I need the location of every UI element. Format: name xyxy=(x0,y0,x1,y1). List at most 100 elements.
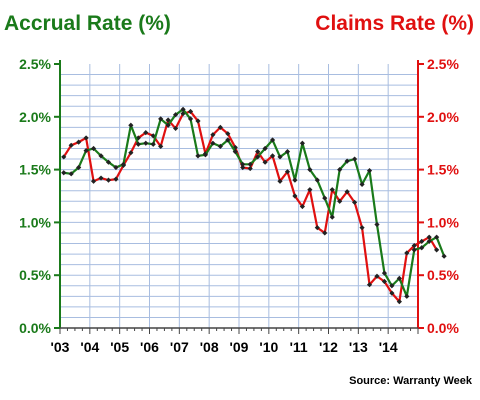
claims-rate-point xyxy=(61,154,67,160)
accrual-rate-point xyxy=(61,170,67,176)
left-axis-title: Accrual Rate (%) xyxy=(4,12,171,35)
claims-rate-point xyxy=(105,177,112,183)
claims-rate-point xyxy=(314,225,320,231)
claims-rate-point xyxy=(389,290,395,296)
left-y-tick-label: 2.5% xyxy=(19,56,51,72)
claims-rate-point xyxy=(426,234,432,240)
accrual-rate-point xyxy=(329,214,335,220)
accrual-rate-point xyxy=(83,147,89,154)
left-y-tick-label: 2.0% xyxy=(19,109,51,125)
accrual-rate-point xyxy=(255,154,261,160)
accrual-rate-point xyxy=(344,158,350,164)
claims-rate-point xyxy=(165,117,171,123)
claims-rate-point xyxy=(292,193,298,199)
claims-rate-point xyxy=(344,189,350,195)
claims-rate-point xyxy=(352,199,358,205)
right-axis-title: Claims Rate (%) xyxy=(315,12,474,35)
accrual-rate-point xyxy=(396,275,402,281)
accrual-rate-point xyxy=(165,122,171,128)
claims-rate-point xyxy=(269,153,276,159)
claims-rate-point xyxy=(225,131,231,137)
x-tick-label: '09 xyxy=(230,339,249,355)
x-tick-label: '14 xyxy=(379,339,398,355)
accrual-rate-point xyxy=(426,238,432,245)
accrual-rate-point xyxy=(284,149,291,155)
right-y-tick-label: 1.0% xyxy=(427,214,459,230)
claims-rate-point xyxy=(419,238,425,245)
claims-rate-point xyxy=(217,124,223,130)
claims-rate-point xyxy=(76,139,82,145)
accrual-rate-point xyxy=(359,181,365,187)
accrual-rate-point xyxy=(269,137,276,143)
x-tick-label: '13 xyxy=(349,339,368,355)
claims-rate-point xyxy=(322,230,328,236)
accrual-rate-point xyxy=(128,122,134,128)
x-tick-label: '08 xyxy=(200,339,219,355)
x-tick-label: '11 xyxy=(290,339,308,355)
accrual-rate-point xyxy=(366,168,373,174)
accrual-rate-point xyxy=(232,149,238,155)
claims-rate-point xyxy=(284,169,291,175)
grid xyxy=(60,64,418,328)
claims-rate-point xyxy=(210,132,216,138)
accrual-rate-point xyxy=(158,116,164,122)
source-note: Source: Warranty Week xyxy=(349,375,473,387)
accrual-rate-point xyxy=(105,159,112,165)
accrual-rate-point xyxy=(187,116,194,122)
claims-rate-point xyxy=(143,130,149,136)
claims-rate-point xyxy=(98,175,104,181)
claims-rate-point xyxy=(187,108,194,115)
left-y-tick-label: 1.5% xyxy=(19,162,51,178)
accrual-rate-point xyxy=(277,154,283,160)
accrual-rate-point xyxy=(210,140,216,146)
claims-rate-point xyxy=(195,118,201,124)
accrual-rate-point xyxy=(135,141,141,147)
accrual-rate-point xyxy=(322,195,328,201)
right-y-tick-label: 0.5% xyxy=(427,267,459,283)
accrual-rate-point xyxy=(217,143,223,149)
claims-rate-point xyxy=(307,187,313,193)
series-lines xyxy=(61,106,447,305)
accrual-rate-point xyxy=(225,137,231,143)
claims-rate-point xyxy=(299,203,305,210)
left-y-tick-label: 1.0% xyxy=(19,214,51,230)
claims-rate-point xyxy=(83,135,89,141)
left-y-tick-label: 0.0% xyxy=(19,320,51,336)
right-y-tick-label: 2.0% xyxy=(427,109,459,125)
accrual-rate-point xyxy=(240,161,246,167)
accrual-rate-point xyxy=(381,270,388,276)
claims-rate-point xyxy=(90,178,97,184)
claims-rate-point xyxy=(434,247,440,253)
accrual-rate-point xyxy=(404,293,410,299)
x-tick-label: '04 xyxy=(80,339,99,355)
accrual-rate-point xyxy=(441,253,447,259)
claims-rate-point xyxy=(359,225,365,231)
accrual-rate-point xyxy=(374,221,380,228)
accrual-rate-line xyxy=(63,108,446,298)
x-tick-label: '06 xyxy=(140,339,159,355)
accrual-rate-point xyxy=(262,145,268,152)
right-y-tick-label: 2.5% xyxy=(427,56,459,72)
claims-rate-point xyxy=(329,187,335,193)
accrual-rate-point xyxy=(314,177,320,183)
accrual-rate-point xyxy=(307,167,313,173)
accrual-rate-point xyxy=(352,156,358,162)
x-tick-label: '05 xyxy=(110,339,129,355)
accrual-rate-point xyxy=(180,106,186,113)
right-y-tick-label: 1.5% xyxy=(427,162,459,178)
axes: 0.0% 0.0% 0.5% 0.5% 1.0% 1.0% 1.5% 1.5% 2.0% 2.0%… xyxy=(19,56,459,355)
claims-rate-point xyxy=(411,243,417,249)
accrual-rate-point xyxy=(434,234,440,240)
accrual-rate-point xyxy=(195,153,201,159)
right-y-tick-label: 0.0% xyxy=(427,320,459,336)
claims-rate-point xyxy=(381,278,388,285)
x-tick-label: '07 xyxy=(170,339,189,355)
accrual-rate-point xyxy=(292,177,298,183)
accrual-rate-point xyxy=(299,140,305,146)
claims-rate-point xyxy=(277,178,283,184)
accrual-rate-point xyxy=(411,247,417,253)
accrual-rate-point xyxy=(113,164,119,171)
accrual-rate-point xyxy=(68,171,74,177)
claims-rate-point xyxy=(173,125,179,132)
